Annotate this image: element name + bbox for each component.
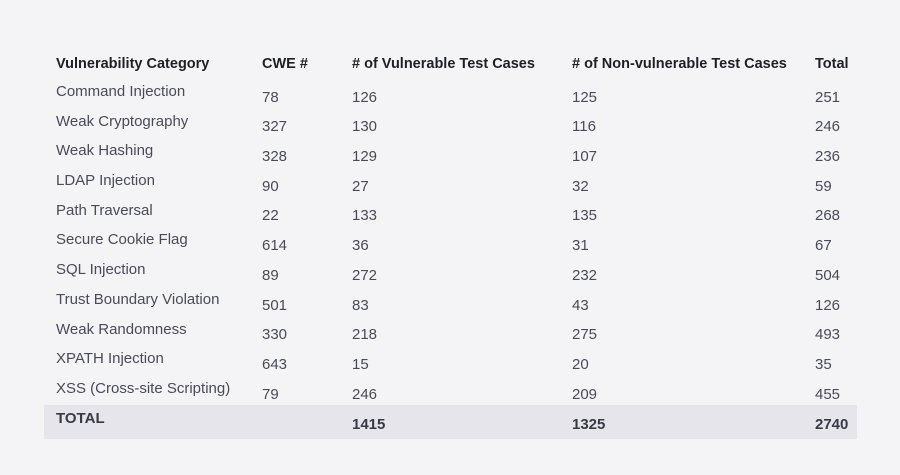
vulnerable-cell: 272 — [352, 266, 378, 284]
non-vulnerable-cell: 31 — [572, 237, 589, 255]
total-cell: 268 — [815, 207, 841, 225]
table-row: Path Traversal 22 133 135 268 — [44, 197, 857, 227]
category-cell: Trust Boundary Violation — [56, 290, 220, 308]
total-row: TOTAL 1415 1325 2740 — [44, 404, 857, 439]
header-vulnerable-test-cases: # of Vulnerable Test Cases — [352, 56, 535, 72]
cwe-cell: 327 — [262, 118, 288, 136]
vulnerability-table: Vulnerability Category CWE # # of Vulner… — [44, 50, 857, 439]
table-row: Weak Hashing 328 129 107 236 — [44, 137, 857, 167]
non-vulnerable-cell: 20 — [572, 355, 589, 373]
table-row: Command Injection 78 126 125 251 — [44, 78, 857, 108]
vulnerable-cell: 129 — [352, 148, 378, 166]
non-vulnerable-cell: 32 — [572, 177, 589, 195]
non-vulnerable-cell: 209 — [572, 385, 598, 403]
total-cwe-cell — [250, 404, 340, 439]
vulnerable-cell: 246 — [352, 385, 378, 403]
total-cell: 67 — [815, 237, 832, 255]
header-cwe-number: CWE # — [262, 56, 308, 72]
vulnerable-cell: 36 — [352, 237, 369, 255]
category-cell: Weak Randomness — [56, 320, 187, 338]
category-cell: LDAP Injection — [56, 172, 155, 190]
category-cell: XPATH Injection — [56, 350, 164, 368]
table-row: Weak Randomness 330 218 275 493 — [44, 316, 857, 346]
cwe-cell: 89 — [262, 266, 279, 284]
total-cell: 246 — [815, 118, 841, 136]
total-vulnerable-cell: 1415 — [340, 404, 560, 439]
table-row: Weak Cryptography 327 130 116 246 — [44, 108, 857, 138]
vulnerable-cell: 133 — [352, 207, 378, 225]
vulnerable-cell: 130 — [352, 118, 378, 136]
header-non-vulnerable-test-cases: # of Non-vulnerable Test Cases — [572, 56, 787, 72]
total-non-vulnerable-cell: 1325 — [560, 404, 803, 439]
vulnerable-cell: 27 — [352, 177, 369, 195]
non-vulnerable-cell: 232 — [572, 266, 598, 284]
vulnerable-cell: 218 — [352, 326, 378, 344]
vulnerable-cell: 126 — [352, 88, 378, 106]
total-cell: 35 — [815, 355, 832, 373]
cwe-cell: 79 — [262, 385, 279, 403]
cwe-cell: 90 — [262, 177, 279, 195]
non-vulnerable-cell: 116 — [572, 118, 596, 136]
cwe-cell: 328 — [262, 148, 288, 166]
non-vulnerable-cell: 43 — [572, 296, 589, 314]
non-vulnerable-cell: 125 — [572, 88, 598, 106]
cwe-cell: 330 — [262, 326, 288, 344]
total-cell: 493 — [815, 326, 841, 344]
cwe-cell: 22 — [262, 207, 279, 225]
total-cell: 236 — [815, 148, 841, 166]
table-row: SQL Injection 89 272 232 504 — [44, 256, 857, 286]
total-cell: 126 — [815, 296, 841, 314]
cwe-cell: 643 — [262, 355, 288, 373]
non-vulnerable-cell: 275 — [572, 326, 598, 344]
total-cell: 251 — [815, 88, 841, 106]
total-label-cell: TOTAL — [44, 404, 250, 439]
total-cell: 504 — [815, 266, 841, 284]
header-total: Total — [815, 56, 849, 72]
category-cell: Weak Hashing — [56, 142, 154, 160]
non-vulnerable-cell: 135 — [572, 207, 598, 225]
category-cell: Path Traversal — [56, 201, 153, 219]
non-vulnerable-cell: 107 — [572, 148, 598, 166]
table-row: XPATH Injection 643 15 20 35 — [44, 345, 857, 375]
cwe-cell: 78 — [262, 88, 279, 106]
total-cell: 59 — [815, 177, 832, 195]
header-vulnerability-category: Vulnerability Category — [56, 56, 210, 72]
category-cell: Secure Cookie Flag — [56, 231, 188, 249]
vulnerability-table-container: Vulnerability Category CWE # # of Vulner… — [44, 50, 857, 439]
category-cell: Weak Cryptography — [56, 112, 189, 130]
category-cell: XSS (Cross-site Scripting) — [56, 379, 231, 397]
table-row: Trust Boundary Violation 501 83 43 126 — [44, 286, 857, 316]
table-row: LDAP Injection 90 27 32 59 — [44, 167, 857, 197]
total-cell: 455 — [815, 385, 841, 403]
cwe-cell: 614 — [262, 237, 288, 255]
grand-total-cell: 2740 — [803, 404, 857, 439]
table-row: Secure Cookie Flag 614 36 31 67 — [44, 226, 857, 256]
category-cell: SQL Injection — [56, 261, 146, 279]
vulnerable-cell: 15 — [352, 355, 369, 373]
vulnerable-cell: 83 — [352, 296, 369, 314]
table-row: XSS (Cross-site Scripting) 79 246 209 45… — [44, 375, 857, 405]
table-header-row: Vulnerability Category CWE # # of Vulner… — [44, 50, 857, 78]
category-cell: Command Injection — [56, 83, 186, 100]
cwe-cell: 501 — [262, 296, 288, 314]
